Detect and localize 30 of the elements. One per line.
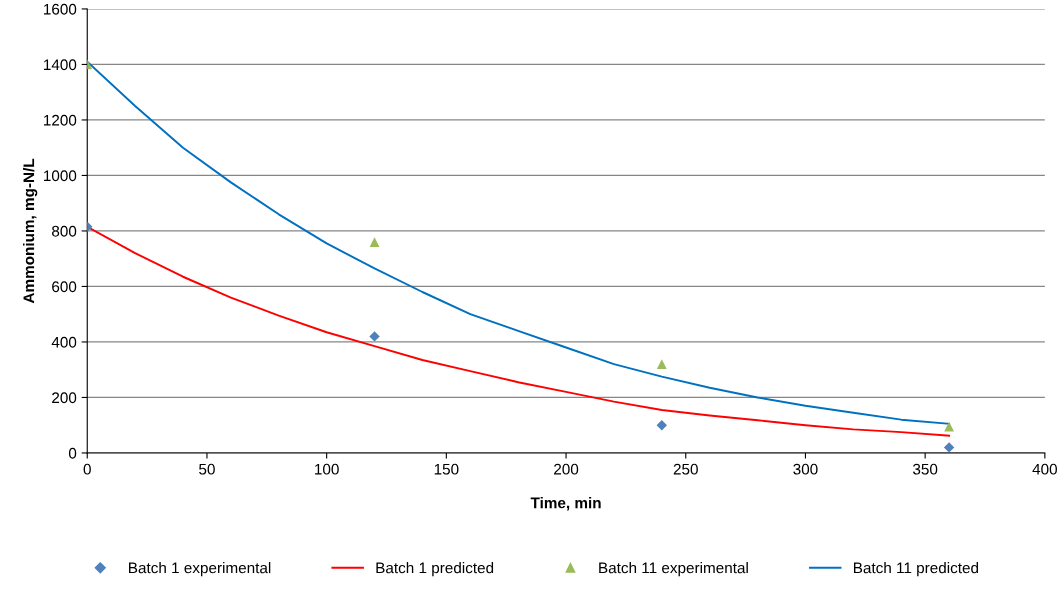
y-tick-label: 0 bbox=[68, 447, 77, 459]
point bbox=[369, 331, 380, 342]
x-tick-label: 150 bbox=[434, 463, 459, 475]
x-tick-label: 50 bbox=[199, 463, 215, 475]
legend-label: Batch 1 experimental bbox=[129, 562, 271, 577]
point bbox=[656, 420, 668, 431]
x-tick-label: 100 bbox=[315, 463, 339, 475]
point bbox=[944, 421, 954, 432]
y-tick-label: 1200 bbox=[44, 114, 77, 126]
x-tick-label: 200 bbox=[554, 463, 579, 475]
y-tick-label: 800 bbox=[52, 225, 77, 237]
point bbox=[369, 237, 380, 247]
x-tick-label: 300 bbox=[793, 463, 818, 475]
y-tick-label: 1600 bbox=[44, 3, 77, 15]
legend-label: Batch 1 predicted bbox=[376, 562, 494, 577]
y-tick-label: 400 bbox=[51, 336, 77, 348]
x-axis-title: Time, min bbox=[530, 497, 601, 511]
y-tick-label: 1400 bbox=[44, 59, 77, 71]
x-tick-label: 0 bbox=[83, 463, 91, 475]
legend-label: Batch 11 experimental bbox=[599, 562, 748, 577]
point bbox=[943, 442, 955, 453]
y-axis-title: Ammonium, mg-N/L bbox=[22, 158, 38, 304]
x-tick-label: 250 bbox=[673, 463, 698, 475]
point bbox=[656, 359, 667, 370]
y-tick-label: 200 bbox=[52, 392, 77, 404]
x-tick-label: 350 bbox=[912, 463, 938, 475]
y-tick-label: 600 bbox=[52, 281, 77, 293]
y-tick-label: 1000 bbox=[44, 170, 77, 182]
x-tick-label: 400 bbox=[1032, 463, 1057, 475]
legend-label: Batch 11 predicted bbox=[853, 562, 979, 577]
